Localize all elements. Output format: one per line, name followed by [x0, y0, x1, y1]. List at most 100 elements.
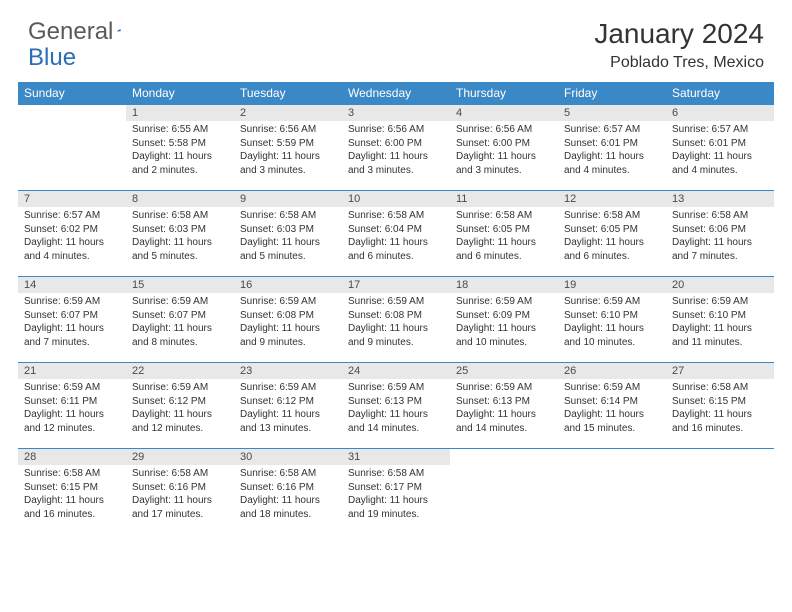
calendar-cell: 2Sunrise: 6:56 AMSunset: 5:59 PMDaylight… [234, 105, 342, 191]
day-details: Sunrise: 6:59 AMSunset: 6:10 PMDaylight:… [666, 293, 774, 353]
calendar-cell: 22Sunrise: 6:59 AMSunset: 6:12 PMDayligh… [126, 363, 234, 449]
day-number: 12 [558, 191, 666, 207]
day-details: Sunrise: 6:59 AMSunset: 6:12 PMDaylight:… [126, 379, 234, 439]
weekday-header: Monday [126, 82, 234, 105]
calendar-row: 7Sunrise: 6:57 AMSunset: 6:02 PMDaylight… [18, 191, 774, 277]
day-number: 18 [450, 277, 558, 293]
day-details: Sunrise: 6:59 AMSunset: 6:10 PMDaylight:… [558, 293, 666, 353]
day-details: Sunrise: 6:58 AMSunset: 6:05 PMDaylight:… [558, 207, 666, 267]
day-number: 24 [342, 363, 450, 379]
calendar-cell [450, 449, 558, 535]
calendar-cell: 9Sunrise: 6:58 AMSunset: 6:03 PMDaylight… [234, 191, 342, 277]
calendar-row: 21Sunrise: 6:59 AMSunset: 6:11 PMDayligh… [18, 363, 774, 449]
month-title: January 2024 [594, 18, 764, 50]
day-number: 9 [234, 191, 342, 207]
day-details: Sunrise: 6:59 AMSunset: 6:11 PMDaylight:… [18, 379, 126, 439]
day-number: 3 [342, 105, 450, 121]
day-details: Sunrise: 6:59 AMSunset: 6:13 PMDaylight:… [342, 379, 450, 439]
day-details: Sunrise: 6:56 AMSunset: 6:00 PMDaylight:… [450, 121, 558, 181]
calendar-cell: 28Sunrise: 6:58 AMSunset: 6:15 PMDayligh… [18, 449, 126, 535]
day-number: 30 [234, 449, 342, 465]
day-number: 17 [342, 277, 450, 293]
day-details [558, 453, 666, 459]
day-details: Sunrise: 6:57 AMSunset: 6:02 PMDaylight:… [18, 207, 126, 267]
day-details [666, 453, 774, 459]
day-details: Sunrise: 6:59 AMSunset: 6:07 PMDaylight:… [126, 293, 234, 353]
day-details: Sunrise: 6:58 AMSunset: 6:05 PMDaylight:… [450, 207, 558, 267]
day-number: 20 [666, 277, 774, 293]
logo-text-blue: Blue [28, 44, 76, 71]
header-row: SundayMondayTuesdayWednesdayThursdayFrid… [18, 82, 774, 105]
logo-triangle-icon [117, 22, 121, 38]
day-details: Sunrise: 6:59 AMSunset: 6:13 PMDaylight:… [450, 379, 558, 439]
day-details: Sunrise: 6:57 AMSunset: 6:01 PMDaylight:… [558, 121, 666, 181]
day-number: 28 [18, 449, 126, 465]
day-details [450, 453, 558, 459]
calendar-cell: 23Sunrise: 6:59 AMSunset: 6:12 PMDayligh… [234, 363, 342, 449]
weekday-header: Friday [558, 82, 666, 105]
day-details: Sunrise: 6:57 AMSunset: 6:01 PMDaylight:… [666, 121, 774, 181]
day-number: 2 [234, 105, 342, 121]
day-number: 10 [342, 191, 450, 207]
day-number: 31 [342, 449, 450, 465]
weekday-header: Saturday [666, 82, 774, 105]
day-number: 25 [450, 363, 558, 379]
day-details: Sunrise: 6:58 AMSunset: 6:06 PMDaylight:… [666, 207, 774, 267]
calendar-cell: 13Sunrise: 6:58 AMSunset: 6:06 PMDayligh… [666, 191, 774, 277]
day-details: Sunrise: 6:56 AMSunset: 6:00 PMDaylight:… [342, 121, 450, 181]
calendar-cell: 20Sunrise: 6:59 AMSunset: 6:10 PMDayligh… [666, 277, 774, 363]
calendar-cell: 19Sunrise: 6:59 AMSunset: 6:10 PMDayligh… [558, 277, 666, 363]
day-details: Sunrise: 6:58 AMSunset: 6:15 PMDaylight:… [18, 465, 126, 525]
calendar-cell: 27Sunrise: 6:58 AMSunset: 6:15 PMDayligh… [666, 363, 774, 449]
calendar-cell: 18Sunrise: 6:59 AMSunset: 6:09 PMDayligh… [450, 277, 558, 363]
day-details: Sunrise: 6:59 AMSunset: 6:07 PMDaylight:… [18, 293, 126, 353]
day-number: 5 [558, 105, 666, 121]
day-details [18, 109, 126, 115]
day-number: 13 [666, 191, 774, 207]
day-details: Sunrise: 6:59 AMSunset: 6:12 PMDaylight:… [234, 379, 342, 439]
calendar-cell: 29Sunrise: 6:58 AMSunset: 6:16 PMDayligh… [126, 449, 234, 535]
calendar-cell [666, 449, 774, 535]
day-details: Sunrise: 6:58 AMSunset: 6:16 PMDaylight:… [126, 465, 234, 525]
logo: General [28, 18, 141, 46]
weekday-header: Wednesday [342, 82, 450, 105]
day-details: Sunrise: 6:58 AMSunset: 6:15 PMDaylight:… [666, 379, 774, 439]
weekday-header: Sunday [18, 82, 126, 105]
day-details: Sunrise: 6:59 AMSunset: 6:08 PMDaylight:… [234, 293, 342, 353]
calendar-cell: 10Sunrise: 6:58 AMSunset: 6:04 PMDayligh… [342, 191, 450, 277]
day-number: 29 [126, 449, 234, 465]
day-number: 6 [666, 105, 774, 121]
header: General January 2024 Poblado Tres, Mexic… [0, 0, 792, 82]
day-number: 22 [126, 363, 234, 379]
calendar-cell: 7Sunrise: 6:57 AMSunset: 6:02 PMDaylight… [18, 191, 126, 277]
logo-text-general: General [28, 18, 113, 46]
day-number: 11 [450, 191, 558, 207]
calendar-cell: 5Sunrise: 6:57 AMSunset: 6:01 PMDaylight… [558, 105, 666, 191]
location: Poblado Tres, Mexico [594, 54, 764, 72]
calendar-cell: 31Sunrise: 6:58 AMSunset: 6:17 PMDayligh… [342, 449, 450, 535]
day-number: 23 [234, 363, 342, 379]
day-number: 15 [126, 277, 234, 293]
calendar-cell: 6Sunrise: 6:57 AMSunset: 6:01 PMDaylight… [666, 105, 774, 191]
calendar-cell: 25Sunrise: 6:59 AMSunset: 6:13 PMDayligh… [450, 363, 558, 449]
day-number: 7 [18, 191, 126, 207]
day-details: Sunrise: 6:59 AMSunset: 6:09 PMDaylight:… [450, 293, 558, 353]
calendar-cell: 14Sunrise: 6:59 AMSunset: 6:07 PMDayligh… [18, 277, 126, 363]
calendar-cell: 17Sunrise: 6:59 AMSunset: 6:08 PMDayligh… [342, 277, 450, 363]
calendar-cell: 30Sunrise: 6:58 AMSunset: 6:16 PMDayligh… [234, 449, 342, 535]
day-number: 1 [126, 105, 234, 121]
day-number: 14 [18, 277, 126, 293]
day-details: Sunrise: 6:58 AMSunset: 6:03 PMDaylight:… [126, 207, 234, 267]
day-number: 26 [558, 363, 666, 379]
day-details: Sunrise: 6:58 AMSunset: 6:16 PMDaylight:… [234, 465, 342, 525]
calendar-row: 28Sunrise: 6:58 AMSunset: 6:15 PMDayligh… [18, 449, 774, 535]
day-number: 16 [234, 277, 342, 293]
calendar-cell: 3Sunrise: 6:56 AMSunset: 6:00 PMDaylight… [342, 105, 450, 191]
day-details: Sunrise: 6:59 AMSunset: 6:08 PMDaylight:… [342, 293, 450, 353]
day-details: Sunrise: 6:58 AMSunset: 6:03 PMDaylight:… [234, 207, 342, 267]
calendar-cell: 8Sunrise: 6:58 AMSunset: 6:03 PMDaylight… [126, 191, 234, 277]
calendar-cell: 26Sunrise: 6:59 AMSunset: 6:14 PMDayligh… [558, 363, 666, 449]
day-details: Sunrise: 6:58 AMSunset: 6:04 PMDaylight:… [342, 207, 450, 267]
calendar-cell: 4Sunrise: 6:56 AMSunset: 6:00 PMDaylight… [450, 105, 558, 191]
calendar-cell: 21Sunrise: 6:59 AMSunset: 6:11 PMDayligh… [18, 363, 126, 449]
